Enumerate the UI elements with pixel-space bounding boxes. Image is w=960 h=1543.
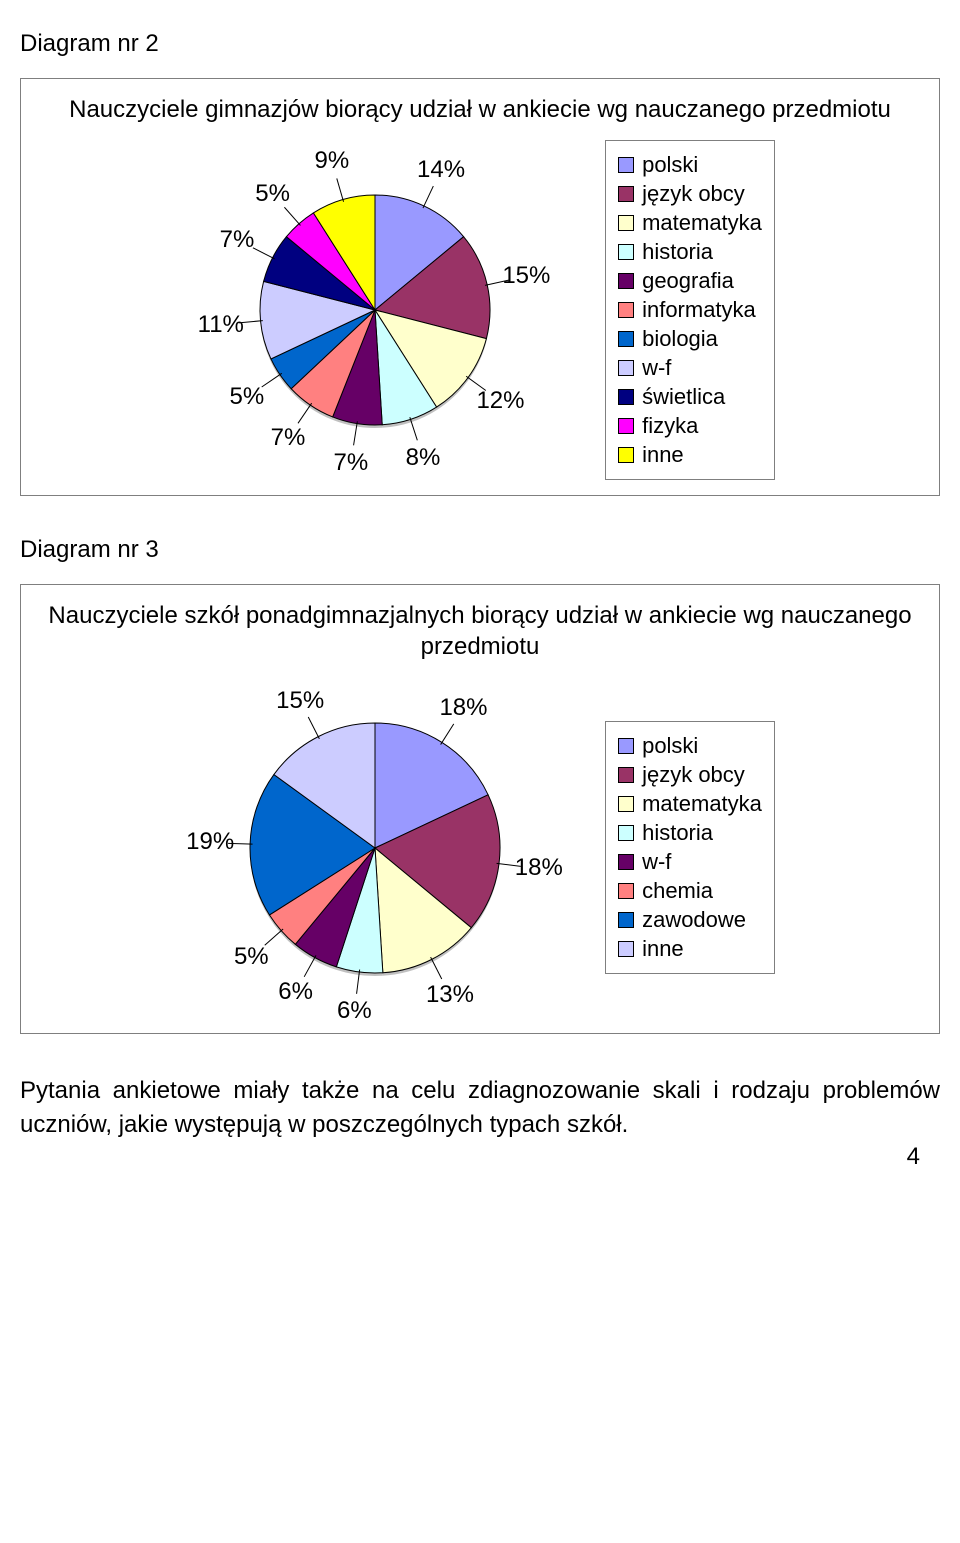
legend-swatch: [618, 157, 634, 173]
pie-slice-label: 7%: [333, 449, 368, 477]
pie-slice-label: 5%: [234, 943, 269, 971]
diagram2-box: Nauczyciele gimnazjów biorący udział w a…: [20, 78, 940, 496]
legend-label: zawodowe: [642, 907, 746, 933]
legend-swatch: [618, 273, 634, 289]
pie-slice-label: 7%: [220, 226, 255, 254]
legend-item: matematyka: [618, 791, 762, 817]
page-number: 4: [907, 1143, 920, 1171]
diagram3-box: Nauczyciele szkół ponadgimnazjalnych bio…: [20, 584, 940, 1033]
legend-item: historia: [618, 239, 762, 265]
legend-label: historia: [642, 820, 713, 846]
pie-slice-label: 15%: [502, 262, 550, 290]
pie-slice-label: 19%: [186, 828, 234, 856]
legend-label: inne: [642, 936, 684, 962]
pie-slice-label: 15%: [276, 687, 324, 715]
legend-label: biologia: [642, 326, 718, 352]
legend-label: chemia: [642, 878, 713, 904]
pie-slice-label: 9%: [314, 147, 349, 175]
legend-swatch: [618, 796, 634, 812]
legend-item: polski: [618, 152, 762, 178]
body-paragraph: Pytania ankietowe miały także na celu zd…: [20, 1074, 940, 1144]
legend-swatch: [618, 854, 634, 870]
legend-item: biologia: [618, 326, 762, 352]
legend-swatch: [618, 767, 634, 783]
legend-item: zawodowe: [618, 907, 762, 933]
diagram3-pie: 18%18%13%6%6%5%19%15%: [185, 678, 565, 1018]
diagram2-title: Nauczyciele gimnazjów biorący udział w a…: [36, 94, 924, 125]
legend-swatch: [618, 418, 634, 434]
legend-item: informatyka: [618, 297, 762, 323]
legend-swatch: [618, 825, 634, 841]
pie-slice-label: 18%: [515, 854, 563, 882]
pie-slice-label: 14%: [417, 156, 465, 184]
diagram3-heading: Diagram nr 3: [20, 536, 940, 564]
legend-label: polski: [642, 733, 698, 759]
pie-slice-label: 18%: [439, 694, 487, 722]
legend-item: geografia: [618, 268, 762, 294]
legend-item: świetlica: [618, 384, 762, 410]
pie-slice-label: 6%: [337, 997, 372, 1025]
legend-swatch: [618, 941, 634, 957]
legend-swatch: [618, 360, 634, 376]
pie-slice-label: 5%: [255, 180, 290, 208]
legend-label: w-f: [642, 355, 671, 381]
legend-label: geografia: [642, 268, 734, 294]
legend-label: informatyka: [642, 297, 756, 323]
legend-item: inne: [618, 936, 762, 962]
legend-swatch: [618, 215, 634, 231]
legend-label: fizyka: [642, 413, 698, 439]
legend-label: matematyka: [642, 210, 762, 236]
diagram3-legend: polski język obcy matematyka historia w-f che…: [605, 721, 775, 974]
legend-swatch: [618, 186, 634, 202]
legend-swatch: [618, 244, 634, 260]
legend-label: świetlica: [642, 384, 725, 410]
legend-label: polski: [642, 152, 698, 178]
legend-item: chemia: [618, 878, 762, 904]
legend-item: język obcy: [618, 181, 762, 207]
legend-item: fizyka: [618, 413, 762, 439]
legend-label: matematyka: [642, 791, 762, 817]
diagram2-heading: Diagram nr 2: [20, 30, 940, 58]
legend-swatch: [618, 331, 634, 347]
legend-item: w-f: [618, 355, 762, 381]
legend-swatch: [618, 389, 634, 405]
legend-label: historia: [642, 239, 713, 265]
legend-swatch: [618, 912, 634, 928]
pie-slice-label: 11%: [198, 311, 244, 339]
diagram3-title: Nauczyciele szkół ponadgimnazjalnych bio…: [36, 600, 924, 662]
pie-slice-label: 13%: [426, 981, 474, 1009]
legend-item: język obcy: [618, 762, 762, 788]
diagram2-legend: polski język obcy matematyka historia geogra…: [605, 140, 775, 480]
pie-slice-label: 7%: [271, 424, 306, 452]
legend-item: inne: [618, 442, 762, 468]
legend-item: matematyka: [618, 210, 762, 236]
legend-swatch: [618, 447, 634, 463]
diagram2-pie: 14%15%12%8%7%7%5%11%7%5%9%: [185, 140, 565, 480]
pie-slice-label: 5%: [230, 383, 265, 411]
pie-slice-label: 6%: [278, 978, 313, 1006]
pie-slice-label: 8%: [406, 444, 441, 472]
legend-swatch: [618, 883, 634, 899]
legend-label: w-f: [642, 849, 671, 875]
legend-label: inne: [642, 442, 684, 468]
legend-swatch: [618, 302, 634, 318]
legend-label: język obcy: [642, 181, 745, 207]
pie-slice-label: 12%: [476, 387, 524, 415]
legend-swatch: [618, 738, 634, 754]
legend-item: historia: [618, 820, 762, 846]
legend-item: w-f: [618, 849, 762, 875]
legend-item: polski: [618, 733, 762, 759]
legend-label: język obcy: [642, 762, 745, 788]
